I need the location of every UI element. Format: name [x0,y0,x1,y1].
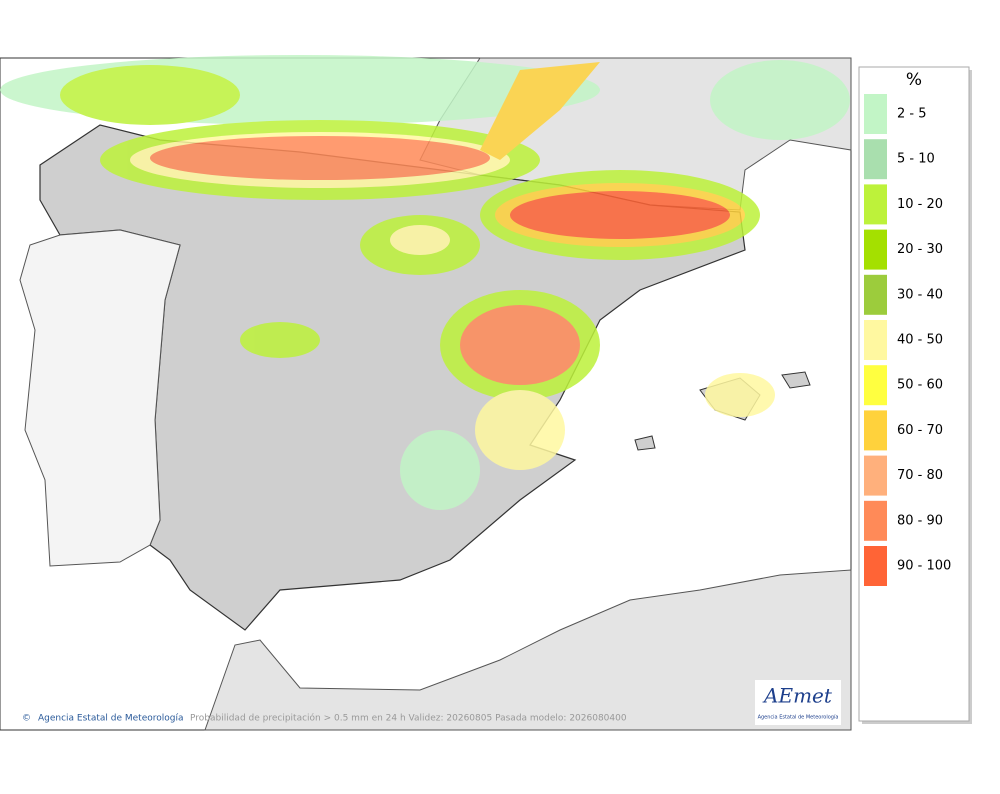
shade [705,373,775,417]
shade [150,136,490,180]
legend-swatch [864,229,887,270]
legend-swatch [864,500,887,541]
precip-shading [0,55,850,510]
legend: % 2 - 5 5 - 10 10 - 20 20 - 30 30 - 40 40 - 5… [858,66,972,724]
legend-label: 20 - 30 [897,242,943,257]
credit-icon: © [22,714,31,724]
logo: AEmet [762,684,833,708]
credit: Agencia Estatal de Meteorología [38,714,184,724]
legend-label: 2 - 5 [897,107,927,122]
legend-swatch [864,320,887,360]
legend-swatch [864,274,887,315]
shade [60,65,240,125]
land-africa [204,569,852,731]
legend-swatch [864,184,887,225]
shade [400,430,480,510]
legend-label: 10 - 20 [897,197,943,212]
legend-label: 90 - 100 [897,559,951,574]
map: © Agencia Estatal de Meteorología Probab… [0,55,852,731]
legend-label: 30 - 40 [897,287,943,302]
island-menorca [781,371,811,389]
legend-label: 5 - 10 [897,152,935,167]
legend-label: 50 - 60 [897,378,943,393]
legend-swatch [864,94,887,134]
legend-label: 40 - 50 [897,333,943,348]
legend-label: 60 - 70 [897,423,943,438]
legend-swatch [864,139,887,180]
caption: Probabilidad de precipitación > 0.5 mm e… [190,713,627,724]
legend-swatch [864,365,887,406]
shade [510,191,730,239]
legend-label: 80 - 90 [897,513,943,528]
shade [390,225,450,255]
shade [475,390,565,470]
island-ibiza [634,435,656,451]
logo-box [755,680,841,725]
shade [710,60,850,140]
land-portugal [19,229,181,567]
legend-label: 70 - 80 [897,468,943,483]
shade [480,62,600,160]
logo-subtitle: Agencia Estatal de Meteorología [758,714,839,721]
legend-title: % [906,70,922,90]
shade [460,305,580,385]
legend-swatch [864,455,887,496]
legend-swatch [864,546,887,586]
shade [240,322,320,358]
legend-swatch [864,410,887,451]
